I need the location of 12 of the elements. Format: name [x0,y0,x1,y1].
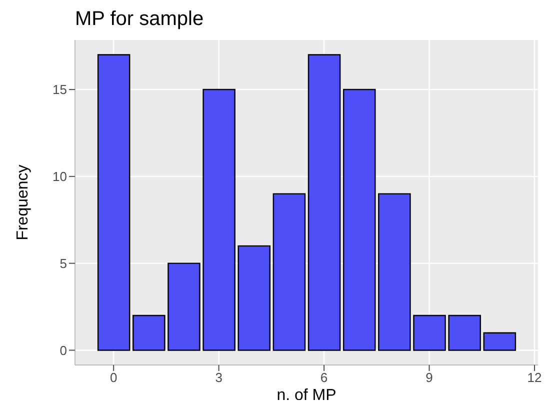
y-tick-label: 15 [52,82,67,98]
y-axis-title: Frequency [14,164,32,240]
x-tick-label: 3 [215,370,222,386]
x-tick-label: 9 [426,370,433,386]
x-tick-label: 12 [527,370,542,386]
chart-title: MP for sample [75,8,204,31]
y-tick-label: 10 [52,169,67,184]
x-tick-label: 0 [110,370,118,386]
x-tick-label: 6 [320,370,328,386]
y-tick-label: 0 [60,342,67,358]
y-tick-label: 5 [60,256,67,271]
x-axis-title: n. of MP [276,387,336,404]
